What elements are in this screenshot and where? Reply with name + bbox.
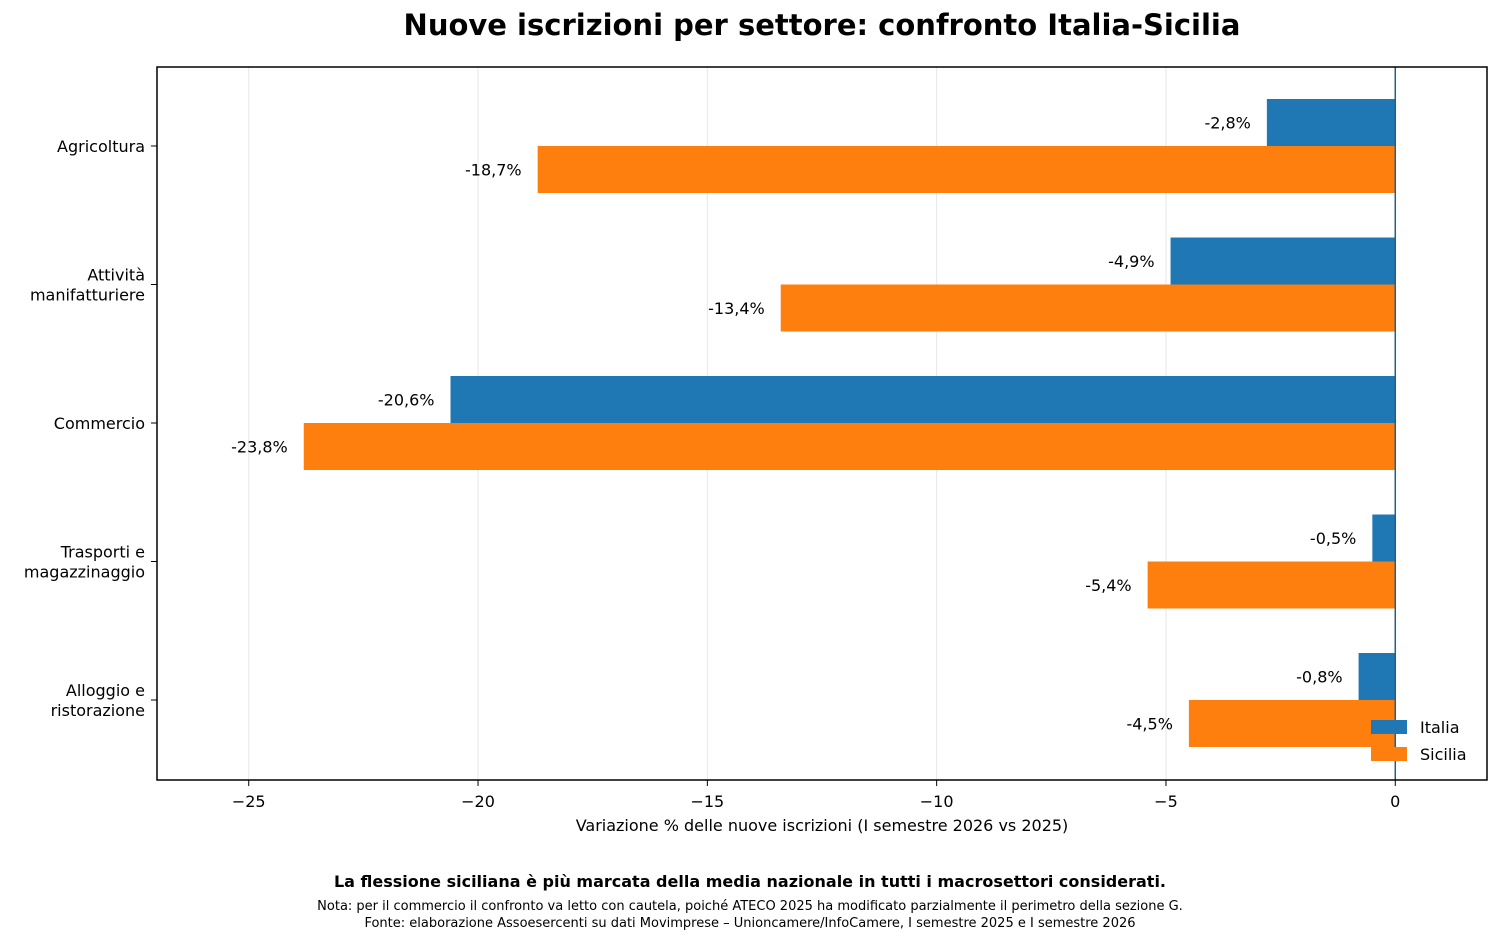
bar-sicilia (537, 146, 1396, 193)
data-label: -13,4% (708, 299, 765, 318)
y-tick-label: Attività (87, 266, 145, 285)
bar-italia (450, 376, 1396, 423)
data-labels-layer: -2,8% -4,9% -20,6% -0,5% -0,8% -18,7% -13,4% -2… (231, 114, 1356, 734)
bar-italia (1372, 514, 1396, 562)
chart-caption: La flessione siciliana è più marcata del… (334, 872, 1166, 891)
y-tick-label: Alloggio e (66, 681, 145, 700)
bars-layer (303, 99, 1396, 747)
data-label: -5,4% (1085, 576, 1131, 595)
bar-italia (1358, 653, 1396, 700)
data-label: -4,9% (1108, 252, 1154, 271)
bar-italia (1266, 99, 1396, 146)
x-tick-label: −25 (232, 792, 266, 811)
y-tick-label: Agricoltura (57, 137, 145, 156)
x-axis-label: Variazione % delle nuove iscrizioni (I s… (576, 816, 1069, 835)
legend: Italia Sicilia (1371, 718, 1467, 764)
y-tick-label: Trasporti e (60, 543, 145, 562)
legend-swatch-sicilia (1371, 747, 1407, 761)
y-tick-label: manifatturiere (30, 286, 145, 305)
data-label: -0,5% (1310, 529, 1356, 548)
data-label: -23,8% (231, 438, 288, 457)
data-label: -18,7% (465, 161, 522, 180)
x-axis: −25 −20 −15 −10 −5 0 (232, 780, 1400, 811)
data-label: -2,8% (1204, 114, 1250, 133)
y-tick-label: Commercio (54, 414, 145, 433)
source-text: Fonte: elaborazione Assoesercenti su dat… (364, 916, 1135, 931)
chart-title: Nuove iscrizioni per settore: confronto … (404, 8, 1241, 42)
y-tick-label: ristorazione (51, 701, 145, 720)
bar-sicilia (1188, 700, 1396, 747)
x-tick-label: −15 (690, 792, 724, 811)
data-label: -4,5% (1126, 715, 1172, 734)
bar-sicilia (780, 284, 1396, 332)
x-tick-label: 0 (1390, 792, 1400, 811)
x-tick-label: −5 (1154, 792, 1178, 811)
data-label: -20,6% (378, 391, 435, 410)
x-tick-label: −10 (920, 792, 954, 811)
bar-sicilia (303, 423, 1396, 470)
bar-italia (1170, 237, 1396, 285)
x-tick-label: −20 (461, 792, 495, 811)
legend-label-sicilia: Sicilia (1420, 745, 1467, 764)
bar-sicilia (1147, 561, 1396, 609)
legend-swatch-italia (1371, 720, 1407, 734)
data-label: -0,8% (1296, 668, 1342, 687)
y-tick-label: magazzinaggio (24, 563, 145, 582)
legend-label-italia: Italia (1420, 718, 1460, 737)
note-text: Nota: per il commercio il confronto va l… (317, 899, 1183, 914)
